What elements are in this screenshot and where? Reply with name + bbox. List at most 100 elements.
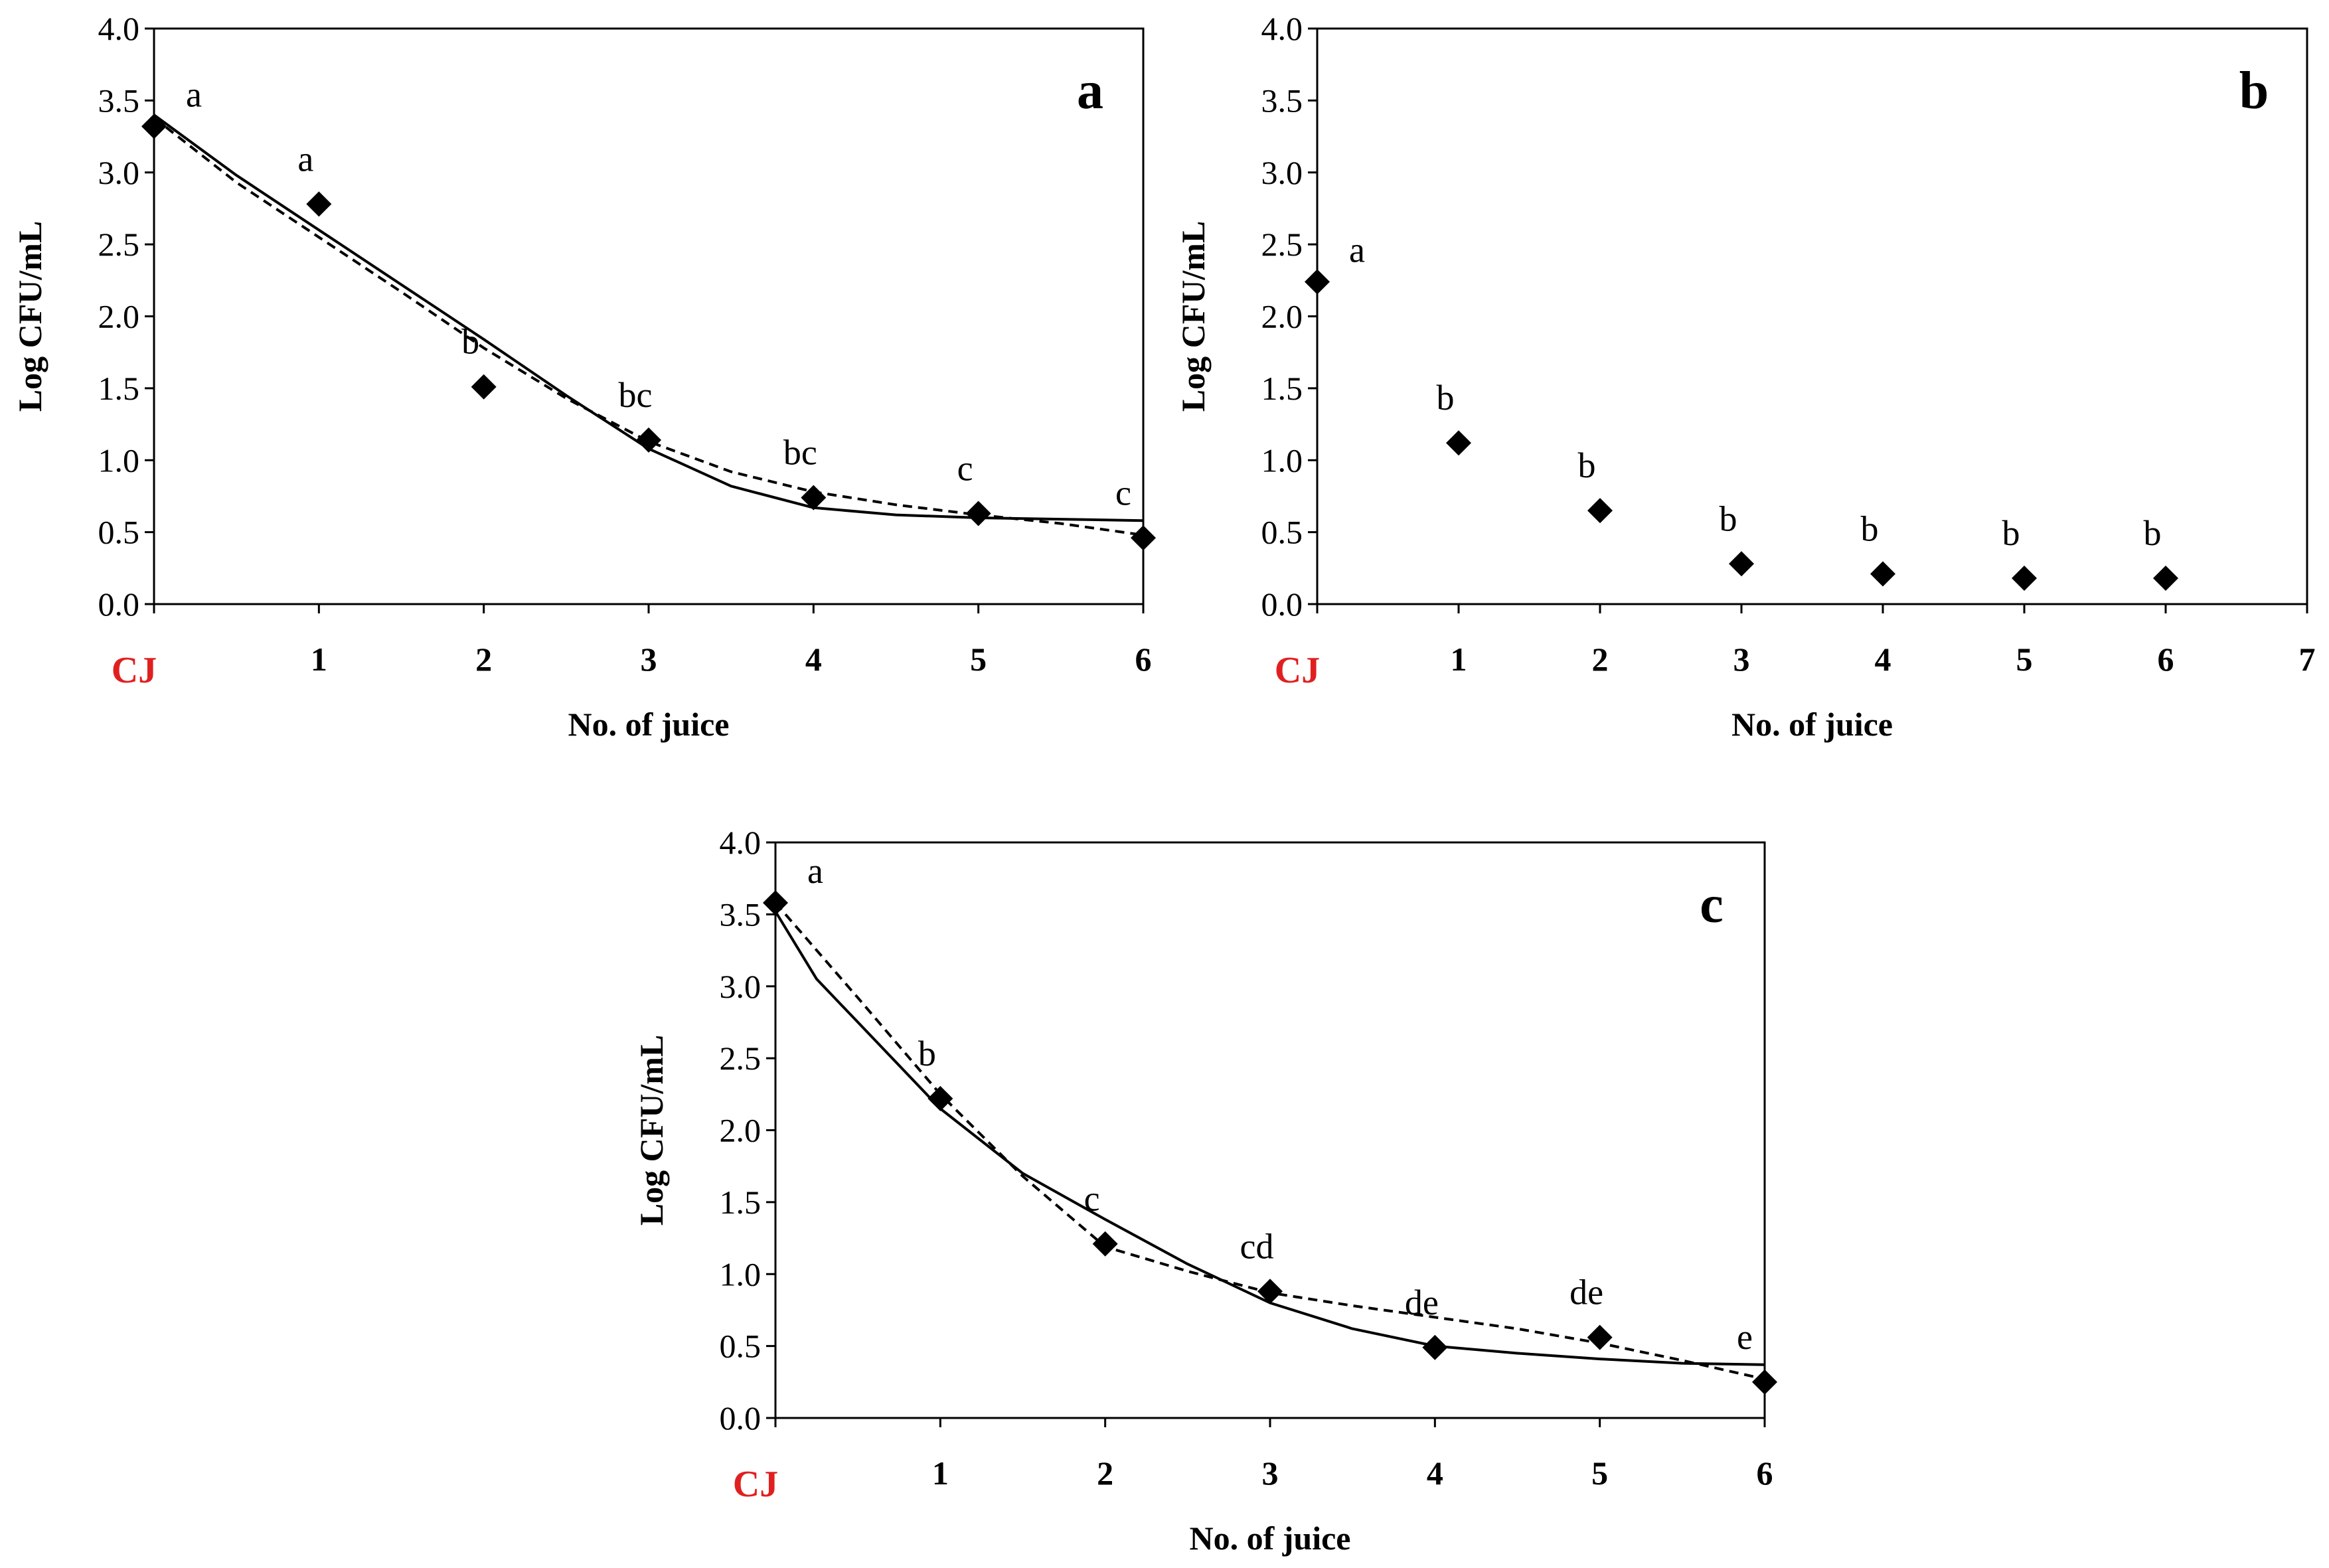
data-point <box>1446 430 1471 456</box>
y-tick-label: 1.0 <box>98 441 140 479</box>
x-tick-label-cj: CJ <box>733 1464 778 1505</box>
x-tick-label-cj: CJ <box>1275 650 1320 691</box>
data-point <box>306 191 332 217</box>
data-point <box>1092 1231 1118 1257</box>
x-tick-label: 1 <box>1451 641 1467 678</box>
x-tick-label: 4 <box>805 641 822 678</box>
fit-curve-dashed <box>153 116 1144 536</box>
significance-label: e <box>1737 1317 1753 1357</box>
significance-label: a <box>807 851 823 891</box>
significance-label: b <box>461 322 479 362</box>
x-tick-label: 2 <box>475 641 492 678</box>
x-tick-label: 2 <box>1097 1454 1113 1492</box>
significance-label: de <box>1405 1283 1439 1322</box>
y-tick-label: 3.5 <box>1261 82 1303 119</box>
significance-label: a <box>297 139 313 179</box>
significance-label: b <box>1861 509 1879 548</box>
x-tick-label: 6 <box>1135 641 1152 678</box>
y-tick-label: 1.0 <box>720 1255 762 1293</box>
significance-label: a <box>1349 230 1365 270</box>
x-tick-label: 3 <box>1262 1454 1279 1492</box>
data-point <box>763 890 788 916</box>
y-tick-label: 2.0 <box>98 298 140 335</box>
y-tick-label: 0.5 <box>720 1328 762 1365</box>
data-point <box>1131 525 1156 551</box>
x-axis-title: No. of juice <box>1190 1520 1351 1557</box>
data-point <box>1729 551 1754 577</box>
y-tick-label: 1.5 <box>1261 370 1303 407</box>
significance-label: b <box>2144 513 2162 553</box>
data-point <box>1587 1324 1613 1350</box>
x-tick-label: 5 <box>1591 1454 1608 1492</box>
y-tick-label: 0.0 <box>98 586 140 623</box>
x-tick-label: 5 <box>970 641 987 678</box>
data-point <box>636 427 661 453</box>
y-axis-title: Log CFU/mL <box>1174 221 1212 412</box>
data-point <box>1305 269 1330 295</box>
y-tick-label: 3.5 <box>720 896 762 933</box>
y-tick-label: 0.5 <box>98 514 140 551</box>
y-tick-label: 0.5 <box>1261 514 1303 551</box>
plot-frame <box>774 841 1766 1419</box>
y-tick-label: 2.5 <box>1261 226 1303 263</box>
significance-label: c <box>957 448 973 488</box>
y-tick-label: 4.0 <box>720 824 762 861</box>
fit-curve-solid <box>774 910 1765 1366</box>
x-tick-label-cj: CJ <box>112 650 157 691</box>
significance-label: b <box>918 1034 936 1073</box>
significance-label: bc <box>783 433 817 473</box>
y-tick-label: 1.5 <box>98 370 140 407</box>
x-tick-label: 1 <box>311 641 327 678</box>
x-tick-label: 5 <box>2016 641 2033 678</box>
data-point <box>2012 565 2037 591</box>
data-point <box>1422 1334 1448 1360</box>
y-tick-label: 2.0 <box>1261 298 1303 335</box>
significance-label: b <box>1720 499 1737 538</box>
data-point <box>1257 1279 1283 1304</box>
panel-c: 0.0 0.5 1.0 1.5 2.0 2.5 3.0 3.5 4.0 CJ 1 2 3 4 5 6 No. o… <box>633 824 1777 1557</box>
x-tick-label: 2 <box>1592 641 1609 678</box>
y-tick-label: 1.0 <box>1261 441 1303 479</box>
panel-a: 0.0 0.5 1.0 1.5 2.0 2.5 3.0 3.5 4.0 CJ 1 2 3 4 5 6 No. o… <box>11 10 1156 743</box>
y-tick-label: 3.0 <box>720 968 762 1005</box>
significance-label: a <box>186 74 202 114</box>
y-tick-label: 2.5 <box>720 1040 762 1077</box>
data-point <box>1752 1369 1777 1395</box>
data-point <box>1870 561 1895 587</box>
y-tick-label: 4.0 <box>98 10 140 47</box>
y-tick-label: 0.0 <box>1261 586 1303 623</box>
y-tick-label: 3.0 <box>1261 154 1303 191</box>
panel-letter: b <box>2239 62 2269 120</box>
significance-label: bc <box>619 375 653 415</box>
x-tick-label: 6 <box>1757 1454 1773 1492</box>
y-tick-label: 3.0 <box>98 154 140 191</box>
panel-letter: c <box>1700 876 1724 934</box>
y-tick-label: 2.0 <box>720 1112 762 1149</box>
x-tick-label: 3 <box>1733 641 1750 678</box>
data-point <box>927 1085 953 1111</box>
x-tick-label: 4 <box>1427 1454 1443 1492</box>
significance-label: c <box>1084 1179 1100 1219</box>
data-point <box>965 501 991 526</box>
y-tick-label: 4.0 <box>1261 10 1303 47</box>
y-tick-label: 1.5 <box>720 1184 762 1221</box>
data-point <box>801 485 827 510</box>
y-tick-label: 3.5 <box>98 82 140 119</box>
significance-label: b <box>1578 445 1596 485</box>
y-axis-title: Log CFU/mL <box>11 221 48 412</box>
y-tick-label: 0.0 <box>720 1399 762 1437</box>
data-point <box>471 374 497 400</box>
x-tick-label: 7 <box>2299 641 2316 678</box>
x-tick-label: 3 <box>641 641 657 678</box>
y-axis-title: Log CFU/mL <box>633 1035 670 1226</box>
significance-label: b <box>2002 513 2020 553</box>
y-tick-label: 2.5 <box>98 226 140 263</box>
significance-label: b <box>1437 378 1455 418</box>
data-point <box>141 114 167 139</box>
fit-curve-dashed <box>774 902 1765 1381</box>
data-point <box>1587 498 1613 524</box>
x-tick-label: 4 <box>1875 641 1891 678</box>
x-tick-label: 6 <box>2158 641 2174 678</box>
significance-label: cd <box>1240 1226 1274 1266</box>
